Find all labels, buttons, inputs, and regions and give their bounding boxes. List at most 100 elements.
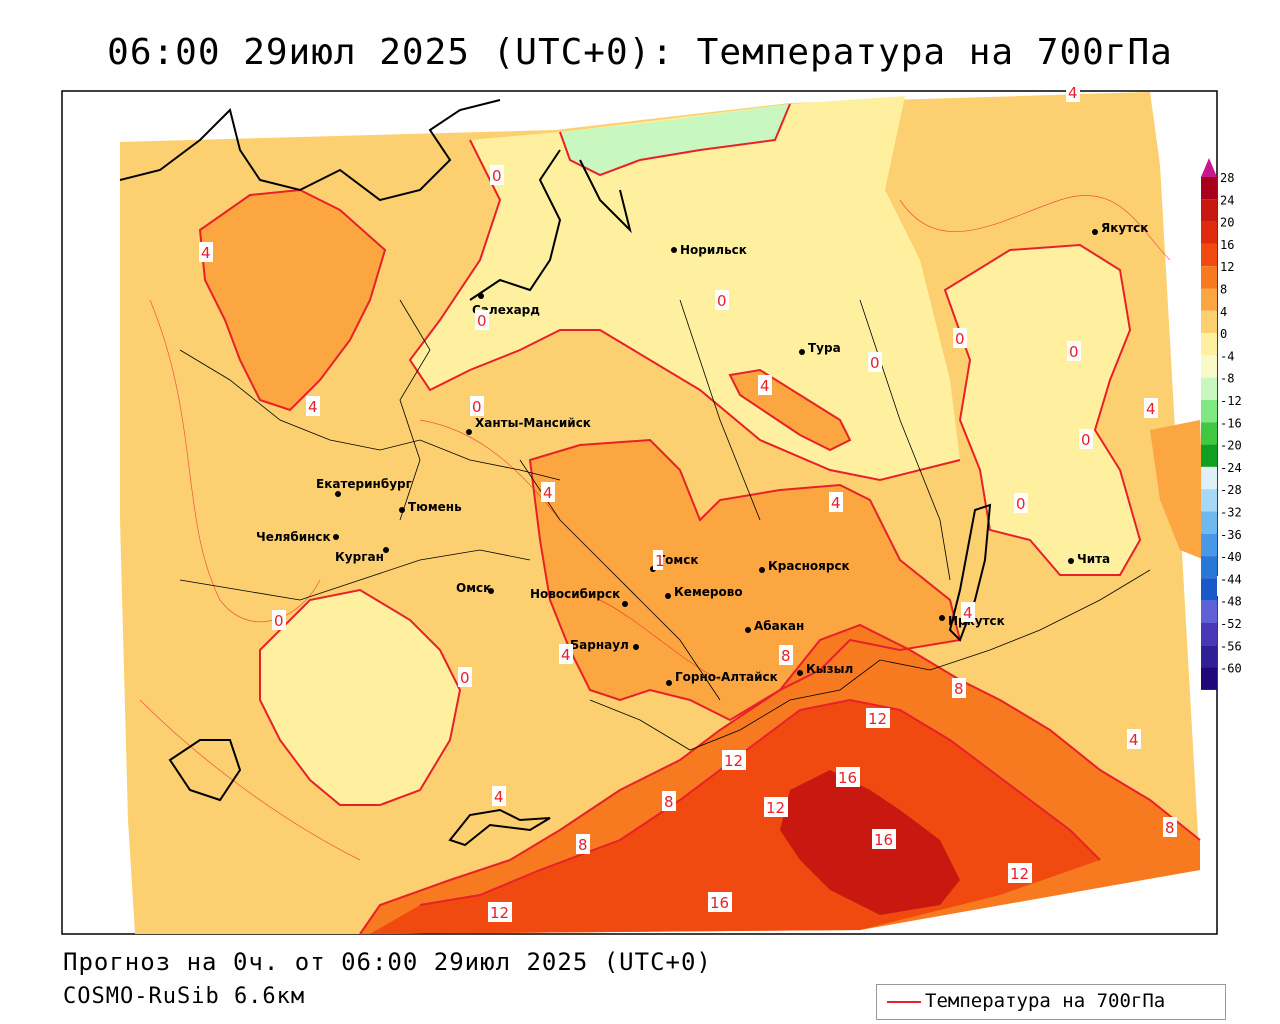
city-abakan[interactable]: Абакан	[745, 619, 804, 633]
colorbar-tick-label: -8	[1220, 372, 1234, 386]
city-khanty-mansiysk[interactable]: Ханты-Мансийск	[466, 416, 591, 435]
colorbar-swatch	[1201, 199, 1217, 222]
colorbar-tick-label: -48	[1220, 595, 1242, 609]
city-kemerovo[interactable]: Кемерово	[665, 585, 743, 599]
colorbar-tick-label: 16	[1220, 238, 1234, 252]
svg-text:8: 8	[1165, 819, 1175, 837]
colorbar-swatch	[1201, 600, 1217, 623]
svg-text:0: 0	[1069, 343, 1079, 361]
legend-box: Температура на 700гПа	[876, 984, 1226, 1020]
colorbar-swatch	[1201, 310, 1217, 334]
city-salekhard[interactable]: Салехард	[472, 293, 540, 317]
colorbar-swatch	[1201, 645, 1217, 668]
city-label: Абакан	[754, 619, 804, 633]
svg-text:8: 8	[781, 647, 791, 665]
contour-label: 4	[758, 375, 772, 395]
city-chelyabinsk[interactable]: Челябинск	[256, 530, 339, 544]
city-kurgan[interactable]: Курган	[335, 547, 389, 564]
colorbar-swatch	[1201, 667, 1217, 690]
svg-text:4: 4	[831, 494, 841, 512]
city-norilsk[interactable]: Норильск	[671, 243, 747, 257]
contour-label: 0	[953, 328, 967, 348]
svg-text:0: 0	[1081, 431, 1091, 449]
warm-zone-central	[530, 440, 960, 720]
svg-text:4: 4	[543, 484, 553, 502]
colorbar-swatch	[1201, 288, 1217, 311]
svg-text:12: 12	[490, 904, 509, 922]
svg-text:0: 0	[870, 354, 880, 372]
city-tyumen[interactable]: Тюмень	[399, 500, 462, 514]
city-tura[interactable]: Тура	[799, 341, 841, 355]
colorbar-swatch	[1201, 355, 1217, 378]
svg-text:8: 8	[578, 836, 588, 854]
colorbar-swatch	[1201, 221, 1217, 244]
contour-label: 4	[829, 492, 843, 512]
svg-text:8: 8	[954, 680, 964, 698]
admin-borders	[179, 299, 1151, 751]
contour-label: 0	[1067, 341, 1081, 361]
cool-zone-east	[945, 245, 1140, 575]
colorbar-tick-label: -4	[1220, 349, 1234, 363]
contour-label: 8	[1163, 817, 1177, 837]
city-chita[interactable]: Чита	[1068, 552, 1110, 566]
city-kyzyl[interactable]: Кызыл	[797, 662, 853, 676]
contour-label: 4	[1127, 729, 1141, 749]
contour-label: 1	[653, 550, 665, 570]
svg-text:4: 4	[760, 377, 770, 395]
contour-label: 8	[779, 645, 793, 665]
colorbar-tick-label: -32	[1220, 506, 1242, 520]
colorbar-swatch	[1201, 533, 1217, 557]
city-krasnoyarsk[interactable]: Красноярск	[759, 559, 850, 573]
contour-label: 0	[458, 667, 472, 687]
colorbar-swatch	[1201, 177, 1217, 200]
city-label: Барнаул	[570, 638, 629, 652]
city-label: Салехард	[472, 303, 540, 317]
contour-label: 16	[836, 767, 860, 787]
svg-text:0: 0	[717, 292, 727, 310]
city-omsk[interactable]: Омск	[456, 581, 494, 595]
city-label: Горно-Алтайск	[675, 670, 778, 684]
colorbar-swatch	[1201, 578, 1217, 601]
colorbar-swatch	[1201, 466, 1217, 490]
contour-label: 4	[1066, 82, 1080, 102]
colorbar-swatch	[1201, 444, 1217, 467]
contour-label: 4	[541, 482, 555, 502]
colorbar-swatch	[1201, 266, 1217, 289]
contour-label: 0	[272, 610, 286, 630]
svg-text:0: 0	[274, 612, 284, 630]
colorbar-tick-label: -28	[1220, 483, 1242, 497]
city-barnaul[interactable]: Барнаул	[570, 638, 639, 652]
warm-zone-east-edge	[1150, 420, 1205, 560]
contour-label: 8	[662, 791, 676, 811]
colorbar-swatch	[1201, 556, 1217, 579]
contour-label: 4	[306, 396, 320, 416]
colorbar-tick-label: -52	[1220, 617, 1242, 631]
coastlines	[119, 99, 992, 847]
svg-text:4: 4	[1129, 731, 1139, 749]
city-label: Якутск	[1101, 221, 1148, 235]
city-yakutsk[interactable]: Якутск	[1092, 221, 1148, 235]
colorbar-swatch	[1201, 333, 1217, 356]
svg-text:12: 12	[868, 710, 887, 728]
city-label: Кемерово	[674, 585, 743, 599]
city-label: Екатеринбург	[316, 477, 412, 491]
contour-label: 12	[764, 797, 788, 817]
svg-text:4: 4	[561, 646, 571, 664]
city-novosibirsk[interactable]: Новосибирск	[530, 587, 628, 607]
svg-text:12: 12	[766, 799, 785, 817]
svg-text:12: 12	[1010, 865, 1029, 883]
svg-text:4: 4	[201, 244, 211, 262]
svg-text:0: 0	[955, 330, 965, 348]
city-gorno-altaysk[interactable]: Горно-Алтайск	[666, 670, 778, 686]
isotherm-lines	[198, 103, 1201, 935]
colorbar-tick-label: -36	[1220, 528, 1242, 542]
city-label: Томск	[657, 553, 699, 567]
contour-label: 12	[866, 708, 890, 728]
city-ekaterinburg[interactable]: Екатеринбург	[316, 477, 412, 497]
colorbar-tick-label: -56	[1220, 639, 1242, 653]
city-markers: Норильск Якутск Салехард Тура Ханты-Манс…	[256, 221, 1148, 686]
cold-zone-arctic	[560, 104, 790, 175]
svg-text:0: 0	[472, 398, 482, 416]
colorbar-tick-label: -24	[1220, 461, 1242, 475]
